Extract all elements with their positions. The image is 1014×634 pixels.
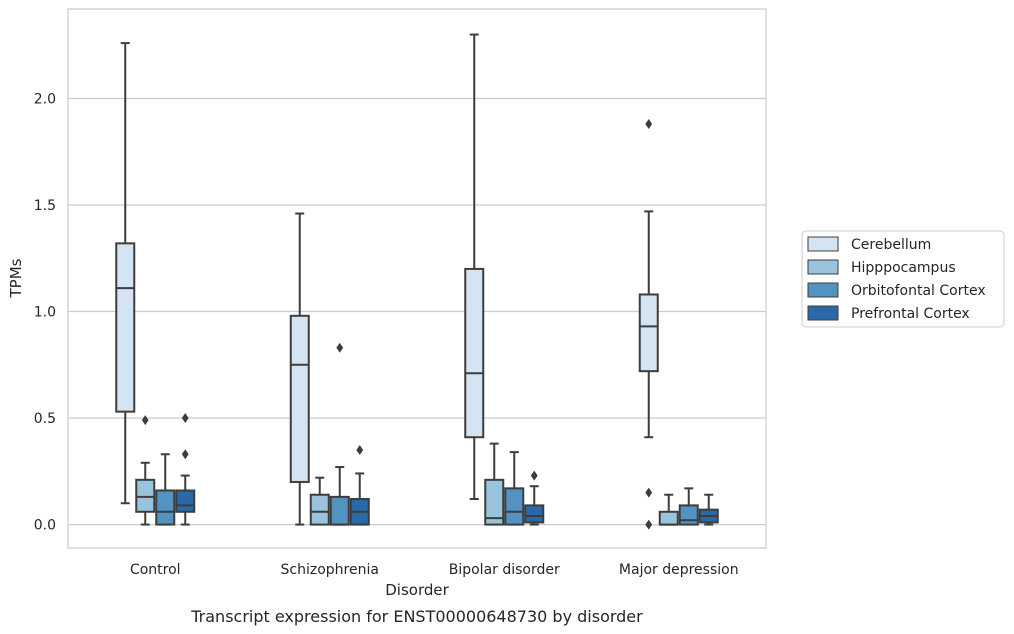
y-ticks: 0.0 0.5 1.0 1.5 2.0 [34,91,56,533]
box-iqr [484,478,505,526]
y-tick-label: 1.0 [34,305,56,321]
x-tick-label: Schizophrenia [281,562,379,578]
box [464,33,485,500]
outlier-point [530,470,538,481]
box-iqr [464,267,485,439]
legend-label: Cerebellum [851,237,931,253]
legend-label: Hipppocampus [851,260,956,276]
legend-swatch [807,236,839,252]
box-iqr [504,487,525,526]
box [484,442,505,526]
box-iqr [175,489,196,513]
legend-label: Orbitofontal Cortex [851,283,986,299]
legend-swatch [807,305,839,321]
box [115,42,136,505]
chart-caption: Transcript expression for ENST0000064873… [190,607,643,626]
outlier-point [181,449,189,460]
outlier-point [336,342,344,353]
box [349,445,370,526]
y-tick-label: 1.5 [34,198,56,214]
box [698,493,719,526]
box-iqr [658,510,679,526]
x-ticks: Control Schizophrenia Bipolar disorder Majo… [130,562,739,578]
outlier-point [181,413,189,424]
outlier-point [356,445,364,455]
legend: Cerebellum Hipppocampus Orbitofontal Corte… [801,230,1005,328]
outlier-point [645,519,653,530]
box [175,413,196,526]
box-iqr [135,478,156,513]
box [658,493,679,526]
x-axis-label: Disorder [385,581,449,599]
box [135,415,156,526]
plot-frame [67,8,767,549]
boxes [115,33,719,530]
box-iqr [524,504,545,524]
box-iqr [289,314,310,483]
y-tick-label: 0.0 [34,518,56,534]
box-iqr [329,495,350,526]
box [524,470,545,526]
legend-swatch [807,259,839,275]
y-tick-label: 2.0 [34,91,56,107]
box-iqr [155,489,176,526]
x-tick-label: Bipolar disorder [449,562,560,578]
box [329,342,350,526]
x-tick-label: Major depression [619,562,739,578]
x-tick-label: Control [130,562,181,578]
outlier-point [141,415,149,426]
box [638,119,659,530]
y-axis-label: TPMs [7,258,25,298]
legend-label: Prefrontal Cortex [851,306,970,322]
legend-swatch [807,282,839,298]
box-iqr [309,493,330,526]
box [678,487,699,526]
box-iqr [678,504,699,526]
box [309,476,330,526]
y-tick-label: 0.5 [34,411,56,427]
box [504,451,525,526]
box [289,212,310,526]
legend-frame [801,230,1005,328]
box-iqr [115,242,136,413]
outlier-point [645,487,653,498]
box-iqr [638,293,659,373]
box [155,453,176,526]
outlier-point [645,119,653,130]
grid-lines [68,97,766,526]
